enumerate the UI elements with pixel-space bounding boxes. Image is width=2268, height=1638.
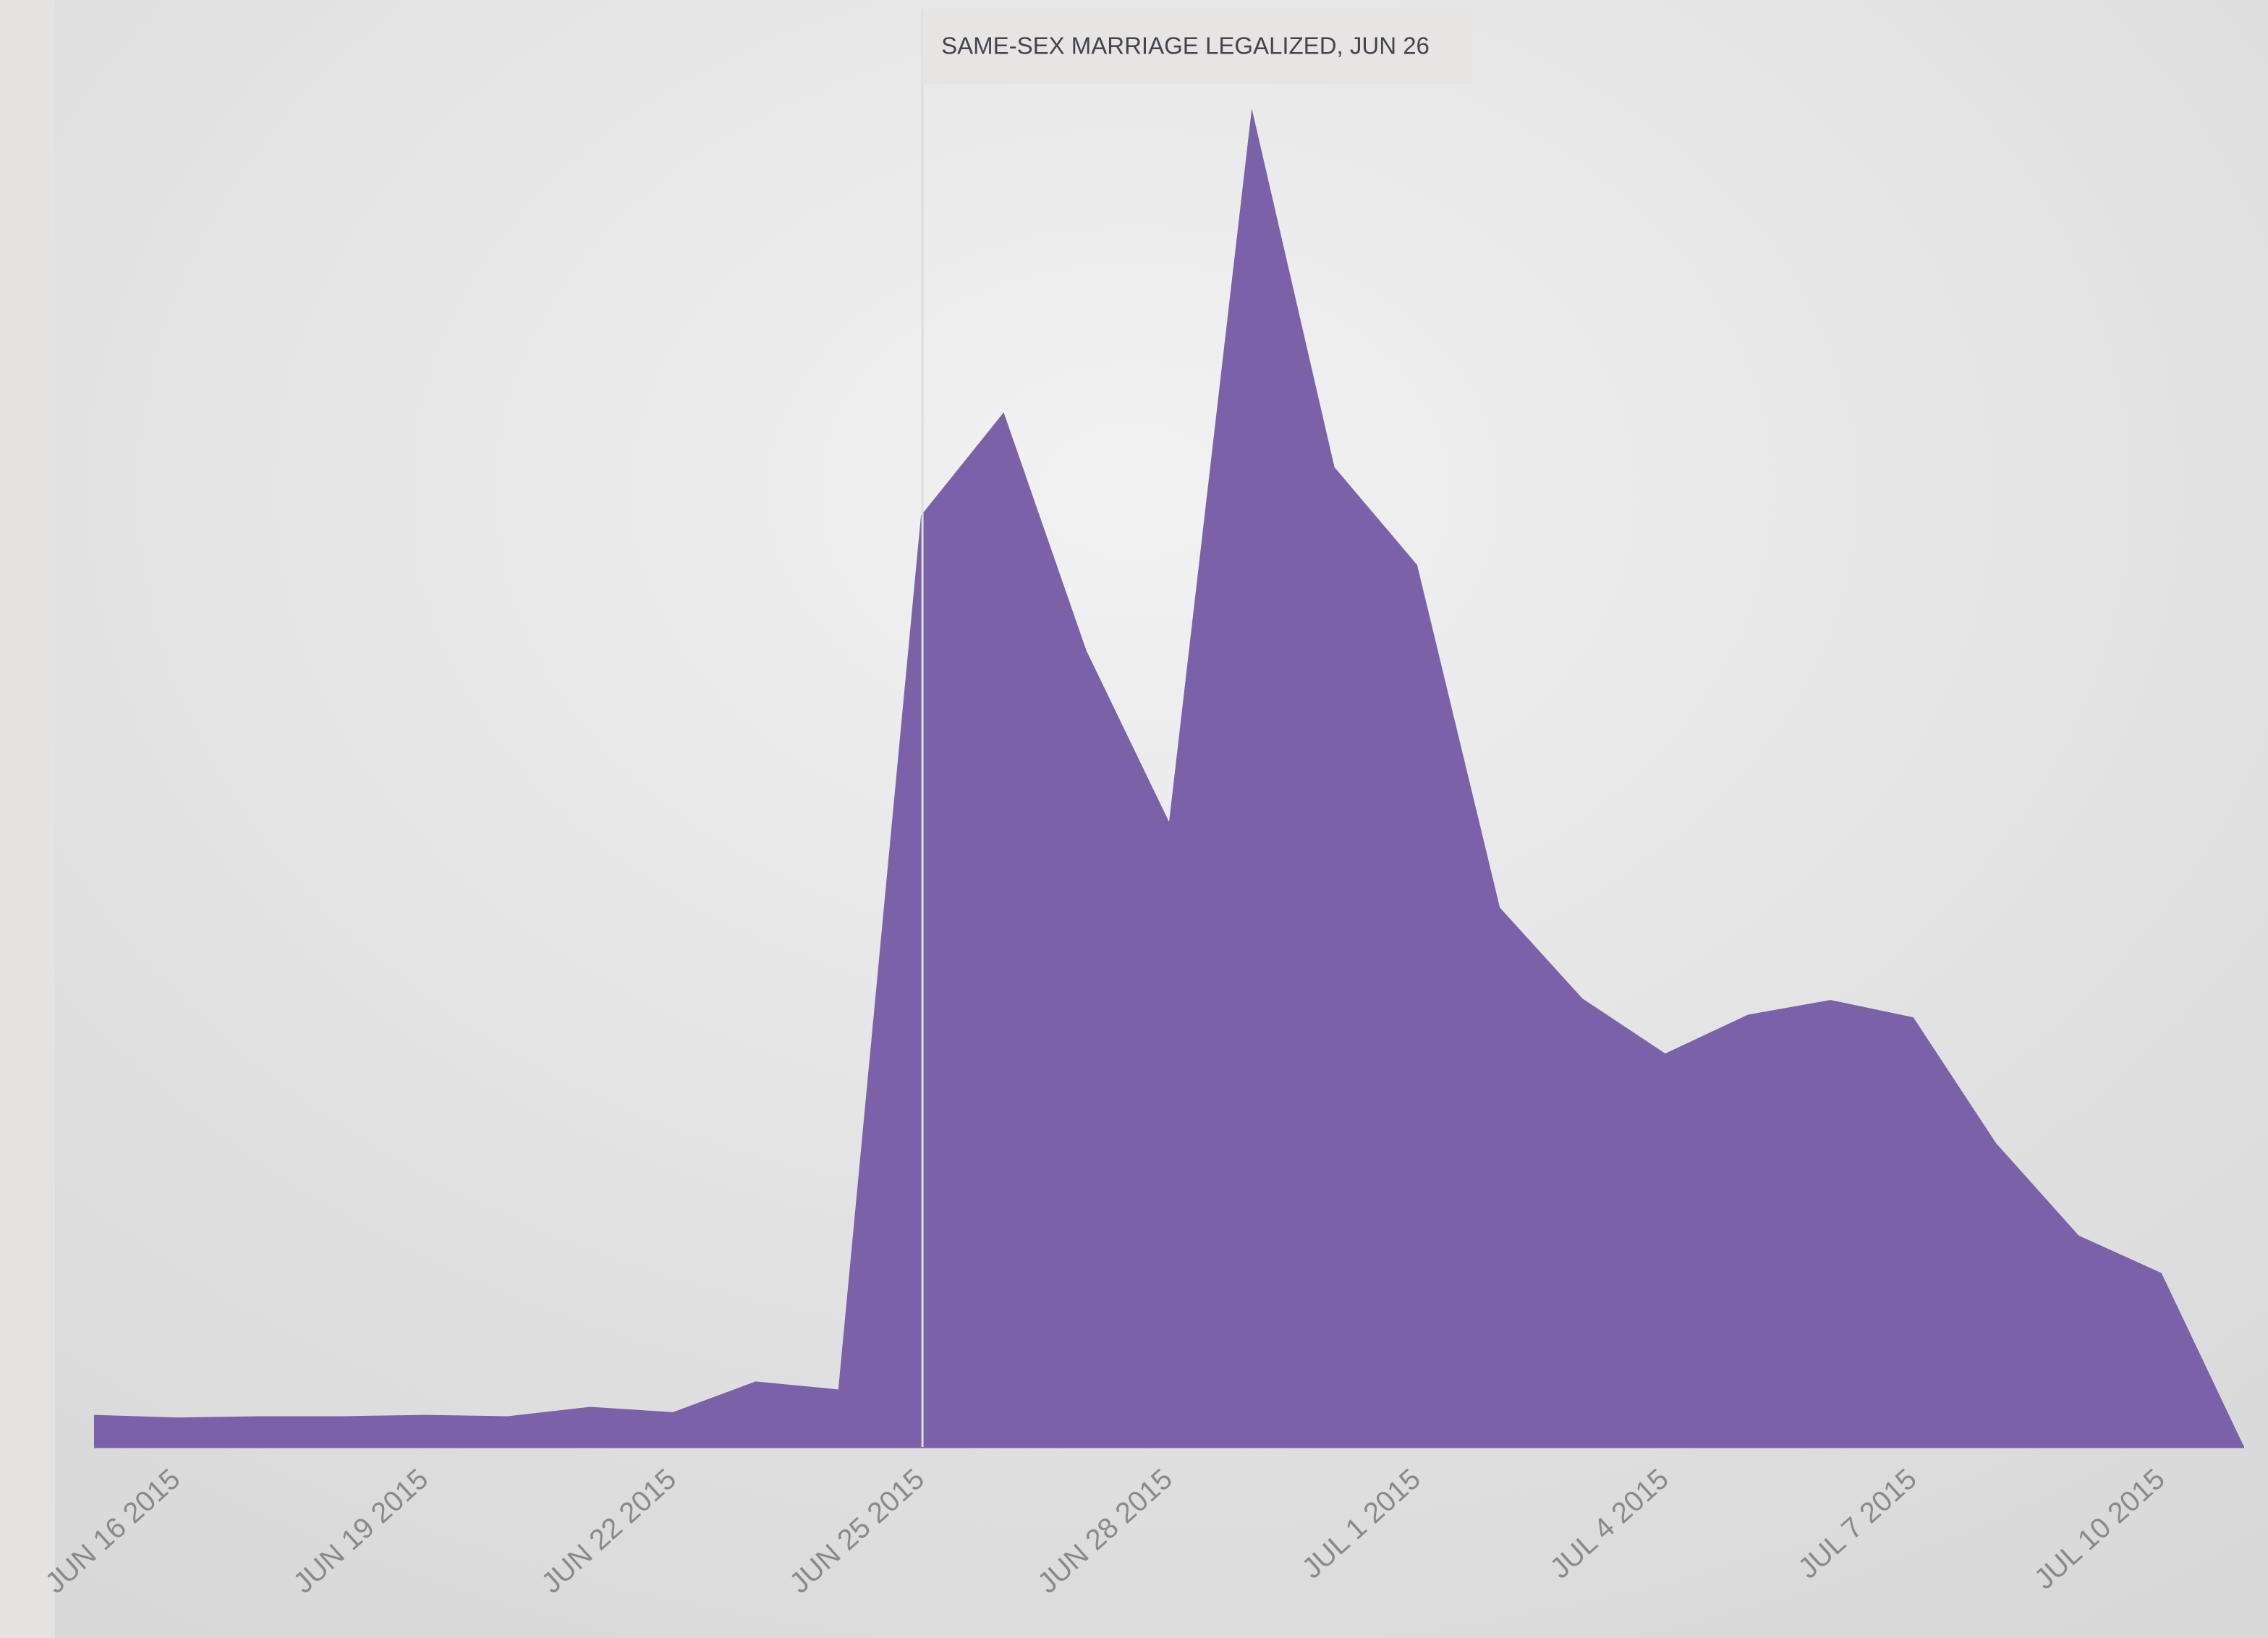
annotation-text: SAME-SEX MARRIAGE LEGALIZED, JUN 26 — [941, 33, 1430, 59]
side-panel — [0, 0, 55, 1638]
page: JUN 16 2015JUN 19 2015JUN 22 2015JUN 25 … — [0, 0, 2268, 1638]
chart: JUN 16 2015JUN 19 2015JUN 22 2015JUN 25 … — [0, 0, 2268, 1638]
